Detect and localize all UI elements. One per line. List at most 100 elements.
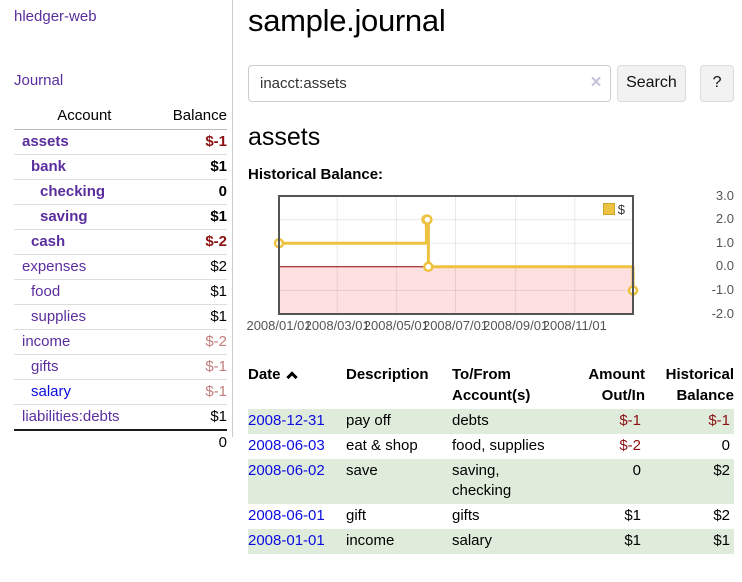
account-link[interactable]: assets [22, 133, 69, 150]
balance-chart-svg [273, 194, 639, 315]
register-cell-amount: 0 [632, 461, 641, 479]
account-row: expenses $2 [14, 254, 227, 280]
register-cell-balance: $2 [713, 461, 730, 479]
sidebar-item-journal[interactable]: Journal [14, 72, 64, 89]
account-link[interactable]: bank [31, 158, 67, 175]
chart-plot-area: $ [273, 194, 639, 315]
legend-label: $ [617, 201, 625, 217]
help-button[interactable]: ? [700, 64, 734, 102]
register-cell-date: 2008-06-03 [248, 434, 346, 459]
register-cell-date: 2008-12-31 [248, 409, 346, 434]
transaction-date-link[interactable]: 2008-12-31 [248, 411, 325, 429]
x-tick-label: 2008/07/01 [422, 317, 489, 333]
y-tick-label: -2.0 [711, 305, 734, 321]
account-row: liabilities:debts $1 [14, 404, 227, 430]
account-link[interactable]: gifts [31, 358, 59, 375]
account-row: supplies $1 [14, 304, 227, 330]
sort-ascending-icon [285, 370, 298, 383]
account-balance: $-1 [205, 133, 227, 150]
account-link[interactable]: food [31, 283, 61, 300]
register-cell-balance: $-1 [708, 411, 730, 429]
register-table-body: 2008-12-31 pay off debts $-1 $-1 2008-06-03 ea… [248, 408, 734, 554]
transaction-date-link[interactable]: 2008-06-02 [248, 461, 325, 479]
chart-legend: $ [600, 201, 627, 217]
account-balance: $1 [154, 204, 227, 230]
register-cell-amount: $1 [624, 531, 641, 549]
register-header-date[interactable]: Date [248, 364, 346, 409]
account-balance: 0 [154, 179, 227, 205]
series-swatch-icon [602, 203, 615, 216]
account-balance: $2 [154, 254, 227, 280]
account-link[interactable]: liabilities:debts [22, 408, 120, 425]
account-balance: $-2 [154, 229, 227, 255]
brand-link[interactable]: hledger-web [14, 8, 97, 25]
account-link[interactable]: expenses [22, 258, 87, 275]
register-cell-date: 2008-06-02 [248, 459, 346, 504]
account-balance: $-1 [154, 354, 227, 380]
transaction-date-link[interactable]: 2008-06-01 [248, 506, 325, 524]
account-link[interactable]: checking [40, 183, 106, 200]
y-tick-label: -1.0 [711, 282, 734, 298]
register-header-accounts: To/From Account(s) [452, 365, 531, 404]
x-tick-label: 2008/05/01 [363, 317, 429, 333]
account-row: bank $1 [14, 154, 227, 180]
account-balance: $1 [154, 404, 227, 430]
account-row: gifts $-1 [14, 354, 227, 380]
search-box: × [248, 64, 611, 102]
y-tick-label: 0.0 [715, 258, 734, 274]
x-tick-label: 2008/11/01 [542, 317, 607, 333]
register-cell-accounts: debts [452, 411, 489, 429]
page-title: sample.journal [248, 3, 446, 38]
register-cell-date: 2008-01-01 [248, 529, 346, 554]
account-row: income $-2 [14, 329, 227, 355]
main-content: sample.journal × Search ? assets Histori… [246, 0, 734, 554]
register-cell-amount: $-2 [619, 436, 641, 454]
account-row: saving $1 [14, 204, 227, 230]
account-row: assets $-1 [14, 130, 227, 155]
account-link[interactable]: salary [31, 383, 72, 400]
sidebar-divider [232, 0, 233, 437]
search-button[interactable]: Search [616, 64, 687, 102]
account-link[interactable]: supplies [31, 308, 87, 325]
register-row: 2008-01-01 income salary $1 $1 [248, 528, 734, 554]
accounts-balance-table: Account Balance assets $-1 bank $1 checking 0… [14, 104, 227, 455]
chart-label: Historical Balance: [248, 165, 384, 183]
account-balance: $1 [154, 279, 227, 305]
accounts-total-spacer [14, 429, 155, 455]
account-balance: $1 [154, 154, 227, 180]
register-table-header: Date Description To/From Account(s) Amoun… [248, 364, 734, 409]
account-heading: assets [248, 122, 321, 151]
register-cell-description: eat & shop [346, 436, 418, 454]
register-cell-balance: 0 [721, 436, 730, 454]
account-row: checking 0 [14, 179, 227, 205]
account-balance: $1 [154, 304, 227, 330]
x-tick-label: 2008/09/01 [483, 317, 549, 333]
accounts-total-value: 0 [154, 429, 227, 455]
y-tick-label: 2.0 [715, 211, 734, 227]
account-link[interactable]: saving [40, 208, 88, 225]
account-row: cash $-2 [14, 229, 227, 255]
clear-search-icon[interactable]: × [590, 71, 602, 93]
accounts-header-balance: Balance [154, 104, 227, 130]
register-cell-description: income [346, 531, 395, 549]
register-row: 2008-06-03 eat & shop food, supplies $-2 0 [248, 434, 734, 459]
register-cell-description: pay off [346, 411, 391, 429]
sidebar: hledger-web Journal Account Balance asse… [0, 0, 232, 455]
chart-x-axis: 2008/01/01 2008/03/01 2008/05/01 2008/07/01… [246, 317, 633, 336]
register-cell-accounts: food, supplies [452, 436, 545, 454]
transaction-date-link[interactable]: 2008-01-01 [248, 531, 325, 549]
register-header-amount: Amount Out/In [588, 365, 645, 404]
transaction-date-link[interactable]: 2008-06-03 [248, 436, 325, 454]
accounts-total-row: 0 [14, 429, 227, 455]
y-tick-label: 3.0 [715, 187, 734, 203]
register-cell-amount: $-1 [619, 411, 641, 429]
search-form: × Search ? [248, 64, 734, 102]
account-balance: $-2 [154, 329, 227, 355]
account-link[interactable]: cash [31, 233, 66, 250]
account-link[interactable]: income [22, 333, 71, 350]
register-row: 2008-06-01 gift gifts $1 $2 [248, 504, 734, 529]
search-input[interactable] [248, 64, 611, 102]
account-row: salary $-1 [14, 379, 227, 405]
register-header-balance: Historical Balance [665, 365, 734, 404]
